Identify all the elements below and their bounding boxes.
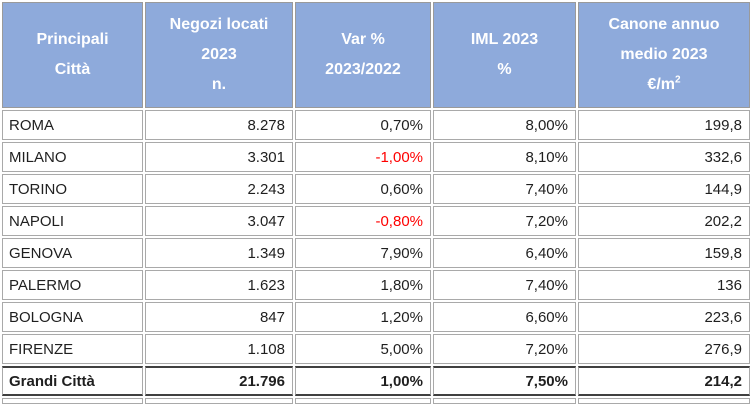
unit-superscript: 2 [675,74,681,86]
empty-cell [145,398,293,404]
negozi-cell: 1.349 [145,238,293,268]
iml-cell: 7,40% [433,174,576,204]
var-cell: -0,80% [295,206,431,236]
var-cell: 1,20% [295,302,431,332]
header-line: n. [211,76,227,93]
table-row-torino: TORINO 2.243 0,60% 7,40% 144,9 [2,174,750,204]
city-cell: FIRENZE [2,334,143,364]
table-row-roma: ROMA 8.278 0,70% 8,00% 199,8 [2,110,750,140]
canone-cell: 144,9 [578,174,750,204]
iml-cell: 7,20% [433,334,576,364]
canone-cell: 214,2 [578,366,750,396]
table-row-napoli: NAPOLI 3.047 -0,80% 7,20% 202,2 [2,206,750,236]
header-line: % [497,61,512,78]
iml-cell: 7,20% [433,206,576,236]
header-line: Città [54,61,91,78]
negozi-cell: 847 [145,302,293,332]
header-line: medio 2023 [620,46,708,63]
var-cell: 7,90% [295,238,431,268]
negozi-cell: 8.278 [145,110,293,140]
table-row-palermo: PALERMO 1.623 1,80% 7,40% 136 [2,270,750,300]
header-unit-line: €/m2 [579,70,749,100]
negozi-cell: 3.301 [145,142,293,172]
iml-cell: 7,40% [433,270,576,300]
header-line: Principali [36,31,109,48]
col-header-var: Var % 2023/2022 [295,2,431,108]
iml-cell: 6,60% [433,302,576,332]
var-cell: 1,80% [295,270,431,300]
empty-cell [2,398,143,404]
table-row-firenze: FIRENZE 1.108 5,00% 7,20% 276,9 [2,334,750,364]
city-cell: BOLOGNA [2,302,143,332]
col-header-citta: Principali Città [2,2,143,108]
col-header-negozi: Negozi locati 2023 n. [145,2,293,108]
header-line: 2023 [201,46,237,63]
iml-cell: 8,00% [433,110,576,140]
city-cell: GENOVA [2,238,143,268]
canone-cell: 159,8 [578,238,750,268]
header-line: 2023/2022 [325,61,401,78]
header-line: Var % [341,31,385,48]
city-cell: MILANO [2,142,143,172]
iml-cell: 8,10% [433,142,576,172]
table-row-milano: MILANO 3.301 -1,00% 8,10% 332,6 [2,142,750,172]
empty-cell [578,398,750,404]
var-cell: 5,00% [295,334,431,364]
negozi-cell: 1.623 [145,270,293,300]
header-line: IML 2023 [470,31,539,48]
var-cell: 1,00% [295,366,431,396]
city-cell: TORINO [2,174,143,204]
canone-cell: 136 [578,270,750,300]
city-cell: Grandi Città [2,366,143,396]
col-header-iml: IML 2023 % [433,2,576,108]
table-row-genova: GENOVA 1.349 7,90% 6,40% 159,8 [2,238,750,268]
canone-cell: 276,9 [578,334,750,364]
iml-cell: 6,40% [433,238,576,268]
header-line: Canone annuo [608,16,720,33]
city-cell: PALERMO [2,270,143,300]
canone-cell: 223,6 [578,302,750,332]
canone-cell: 202,2 [578,206,750,236]
city-cell: NAPOLI [2,206,143,236]
col-header-canone: Canone annuo medio 2023 €/m2 [578,2,750,108]
empty-cell [433,398,576,404]
negozi-cell: 3.047 [145,206,293,236]
var-cell: 0,70% [295,110,431,140]
negozi-cell: 1.108 [145,334,293,364]
negozi-cell: 2.243 [145,174,293,204]
city-cell: ROMA [2,110,143,140]
table-row-bologna: BOLOGNA 847 1,20% 6,60% 223,6 [2,302,750,332]
empty-cell [295,398,431,404]
header-row: Principali Città Negozi locati 2023 n. V… [2,2,750,108]
negozi-cell: 21.796 [145,366,293,396]
header-line: Negozi locati [169,16,269,33]
total-row-grandi-citta: Grandi Città 21.796 1,00% 7,50% 214,2 [2,366,750,396]
clipped-empty-row [2,398,750,404]
unit-base: €/m [647,76,675,93]
var-cell: 0,60% [295,174,431,204]
canone-cell: 332,6 [578,142,750,172]
iml-cell: 7,50% [433,366,576,396]
canone-cell: 199,8 [578,110,750,140]
var-cell: -1,00% [295,142,431,172]
